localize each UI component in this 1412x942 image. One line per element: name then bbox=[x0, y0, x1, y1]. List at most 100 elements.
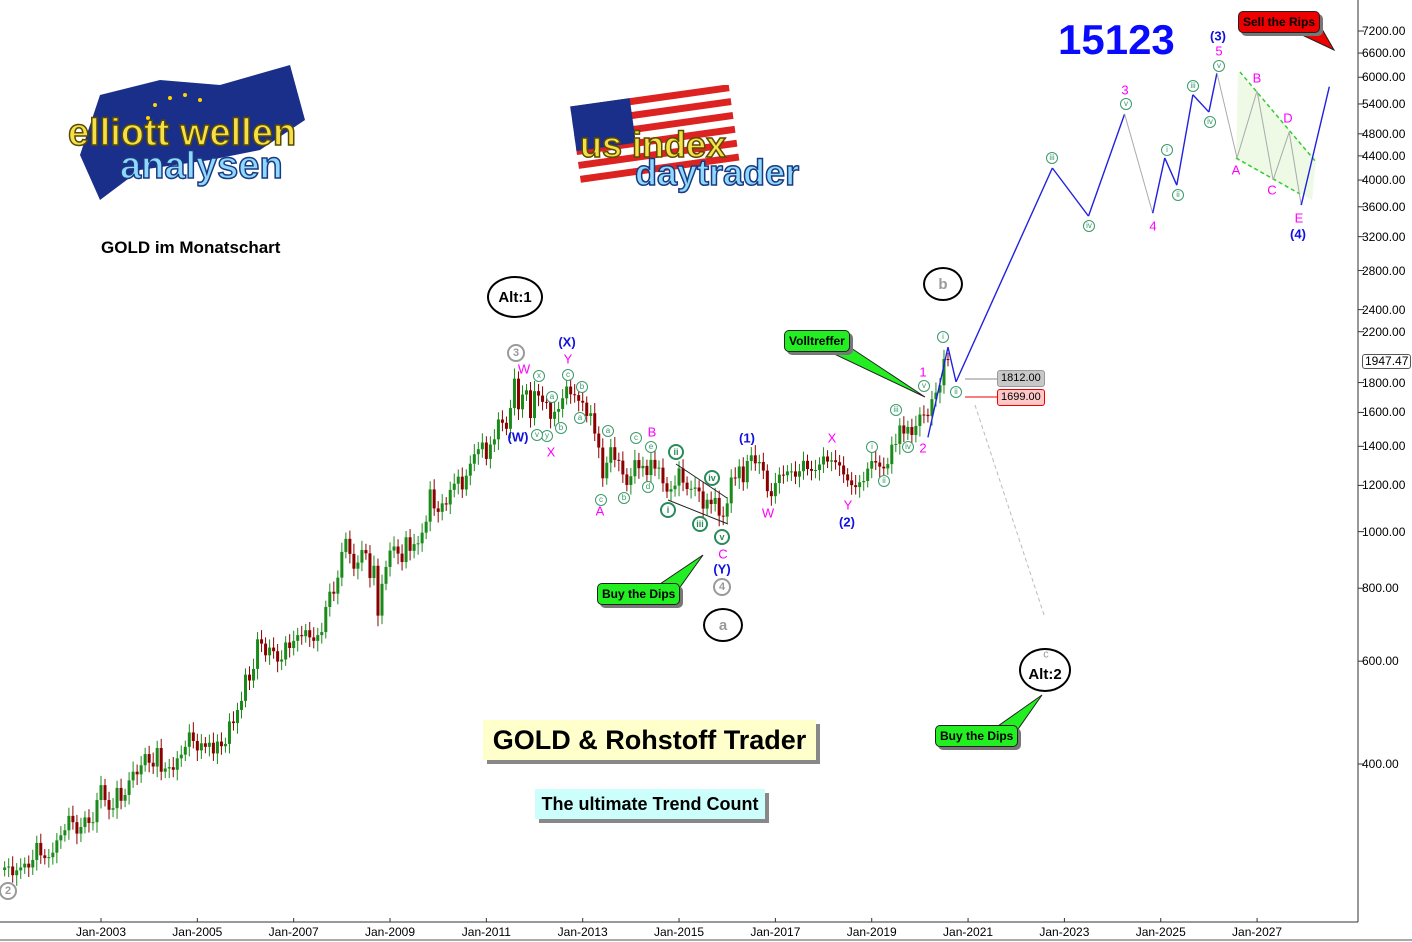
candle-body bbox=[119, 787, 123, 801]
candle-body bbox=[348, 538, 352, 554]
candle-body bbox=[39, 842, 43, 856]
candle-body bbox=[866, 468, 870, 481]
candle-body bbox=[805, 460, 809, 470]
triangle-upper-line bbox=[675, 463, 728, 499]
candle-body bbox=[111, 808, 115, 810]
candle-body bbox=[115, 787, 119, 809]
candle-body bbox=[356, 562, 360, 569]
wave-label-i: i bbox=[1161, 144, 1173, 156]
wave-label-4: 4 bbox=[1149, 218, 1157, 234]
candle-body bbox=[789, 471, 793, 473]
candle-body bbox=[641, 465, 645, 469]
projection-segment bbox=[1164, 157, 1178, 186]
wave-label-i: i bbox=[660, 502, 676, 518]
y-tick-label: 2800.00 bbox=[1362, 263, 1406, 278]
candle-body bbox=[167, 767, 171, 769]
x-tick-label: Jan-2017 bbox=[750, 925, 801, 939]
wave-label-C: C bbox=[718, 546, 728, 562]
candle-body bbox=[436, 508, 440, 512]
candle-body bbox=[838, 462, 842, 466]
candle-body bbox=[71, 815, 75, 823]
candle-body bbox=[693, 487, 697, 489]
candle-body bbox=[717, 497, 721, 516]
candle-body bbox=[797, 471, 801, 477]
candle-body bbox=[830, 460, 834, 462]
wave-label-c: c bbox=[1043, 648, 1049, 661]
y-tick-label: 4400.00 bbox=[1362, 148, 1406, 163]
candle-body bbox=[761, 461, 765, 471]
candle-body bbox=[585, 402, 589, 416]
candle-body bbox=[464, 475, 468, 490]
candle-body bbox=[629, 476, 633, 485]
projection-segment bbox=[1208, 72, 1218, 113]
x-tick-label: Jan-2005 bbox=[172, 925, 223, 939]
candle-body bbox=[235, 709, 239, 724]
candle-body bbox=[653, 459, 657, 469]
wave-label-v: v bbox=[1120, 98, 1132, 110]
candle-body bbox=[793, 471, 797, 477]
candle-body bbox=[713, 497, 717, 505]
wave-label-ii: ii bbox=[1172, 189, 1184, 201]
candle-body bbox=[231, 721, 235, 724]
x-tick-label: Jan-2013 bbox=[557, 925, 608, 939]
candle-body bbox=[569, 386, 573, 395]
sell-the-rips-callout: Sell the Rips bbox=[1238, 11, 1321, 33]
candle-body bbox=[553, 411, 557, 419]
candle-body bbox=[468, 463, 472, 476]
candle-body bbox=[854, 485, 858, 488]
candle-body bbox=[894, 443, 898, 445]
wave-label-iii: iii bbox=[890, 404, 902, 416]
projection-segment bbox=[1256, 90, 1274, 181]
candle-body bbox=[396, 546, 400, 554]
wave-label-B: B bbox=[1252, 70, 1262, 86]
candle-body bbox=[874, 461, 878, 463]
wave-label-W: W bbox=[761, 505, 775, 521]
y-tick-label: 7200.00 bbox=[1362, 24, 1406, 38]
wave-label-i: i bbox=[866, 441, 878, 453]
candle-body bbox=[292, 640, 296, 648]
candle-body bbox=[420, 532, 424, 544]
candle-body bbox=[645, 465, 649, 476]
candle-body bbox=[942, 359, 946, 386]
candle-body bbox=[621, 460, 625, 475]
x-tick-label: Jan-2025 bbox=[1135, 925, 1186, 939]
projection-segment bbox=[1236, 90, 1258, 159]
candle-body bbox=[304, 630, 308, 637]
wave-label-4: 4 bbox=[713, 578, 731, 596]
logo-left-line1: elliott wellen bbox=[68, 112, 296, 154]
candle-body bbox=[424, 521, 428, 533]
candle-body bbox=[27, 863, 31, 868]
candle-body bbox=[846, 474, 850, 481]
buy-the-dips-callout: Buy the Dips bbox=[597, 583, 681, 605]
wave-label-iv: iv bbox=[902, 441, 914, 453]
candle-body bbox=[669, 489, 673, 492]
candle-body bbox=[195, 740, 199, 751]
candle-body bbox=[280, 659, 284, 662]
candle-body bbox=[272, 647, 276, 652]
candle-body bbox=[926, 414, 930, 417]
wave-label-3: 3 bbox=[507, 344, 525, 362]
wave-label-X: X bbox=[827, 430, 837, 446]
channel-upper-line bbox=[1239, 71, 1317, 163]
candle-body bbox=[260, 639, 264, 644]
candle-body bbox=[512, 378, 516, 409]
candle-body bbox=[332, 591, 336, 594]
triangle-lower-line bbox=[667, 499, 729, 525]
y-tick-label: 3200.00 bbox=[1362, 229, 1406, 244]
candle-body bbox=[749, 455, 753, 462]
y-tick-label: 2200.00 bbox=[1362, 324, 1406, 339]
wave-label-a: a bbox=[546, 391, 558, 403]
candle-body bbox=[573, 394, 577, 396]
x-tick-label: Jan-2023 bbox=[1039, 925, 1090, 939]
projection-segment bbox=[1192, 94, 1210, 113]
candle-body bbox=[822, 456, 826, 465]
candle-body bbox=[930, 399, 934, 417]
candle-body bbox=[773, 483, 777, 497]
candle-body bbox=[697, 487, 701, 492]
candle-body bbox=[75, 822, 79, 834]
candle-body bbox=[199, 743, 203, 751]
projection-segment bbox=[1176, 94, 1194, 186]
candle-body bbox=[404, 537, 408, 563]
candle-body bbox=[765, 470, 769, 492]
